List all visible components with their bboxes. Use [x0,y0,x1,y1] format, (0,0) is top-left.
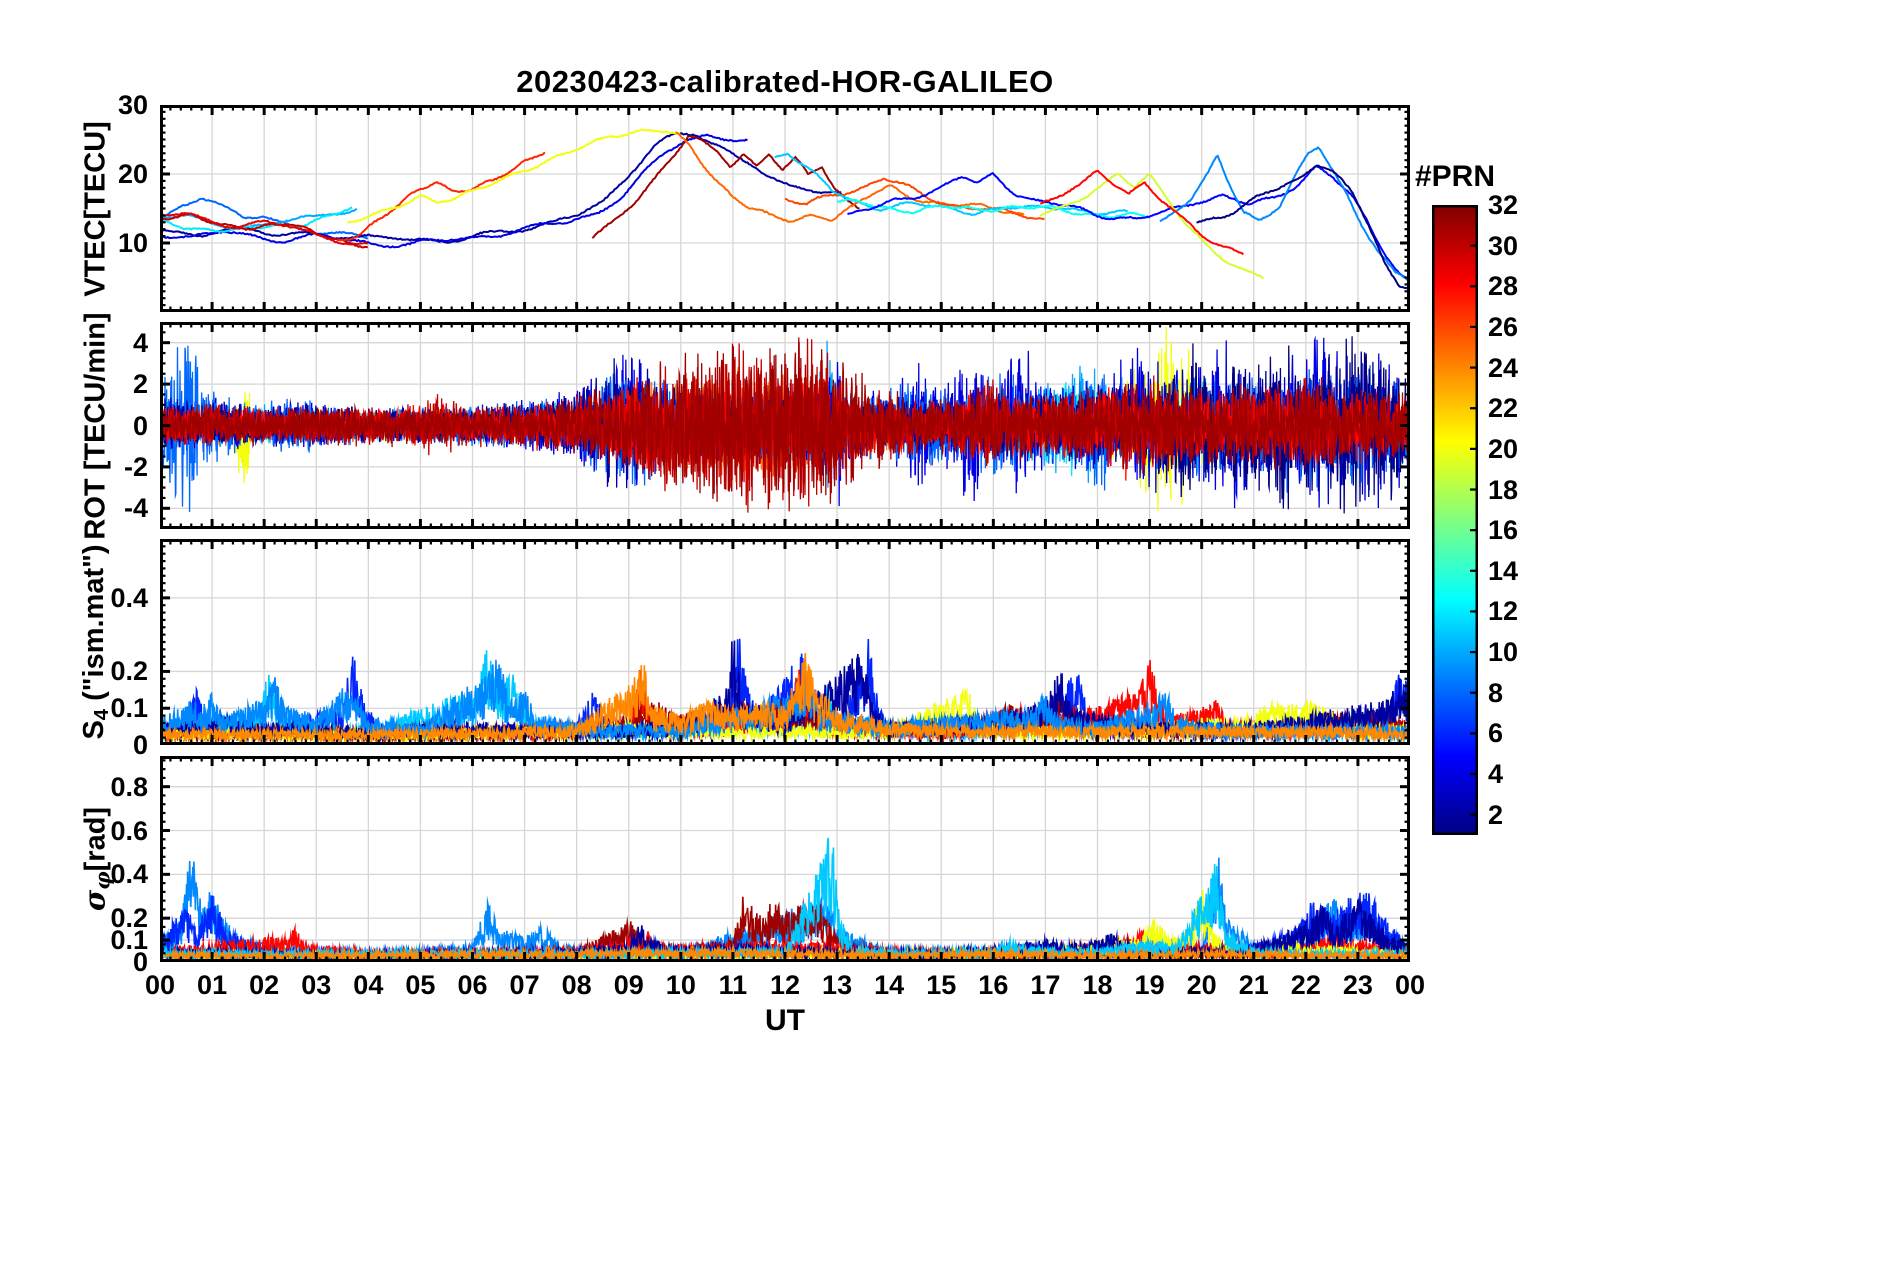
panel-rot [160,322,1410,529]
y-axis-label-part: 4 [91,708,114,721]
y-axis-label-part: σ [77,889,112,912]
y-tick-label: 30 [117,90,148,120]
y-tick-label: 0.2 [110,903,148,934]
colorbar-tick-label: 10 [1488,637,1519,668]
y-axis-label-sigma_phi: σφ[rad] [77,807,114,911]
colorbar-tick-label: 22 [1488,393,1519,424]
x-tick-label: 15 [926,970,957,1000]
x-axis-label: UT [765,1004,805,1037]
colorbar-tick-label: 4 [1488,759,1504,790]
y-tick-label: 0.6 [110,815,148,846]
colorbar-tick-label: 30 [1488,230,1519,261]
x-tick-label: 01 [197,970,228,1000]
x-tick-label: 23 [1342,970,1373,1000]
colorbar-tick-label: 24 [1488,352,1519,383]
y-tick-label: 0.4 [110,859,148,890]
y-tick-label: 2 [132,369,148,400]
x-tick-label: 04 [353,970,384,1000]
x-tick-label: 07 [509,970,540,1000]
colorbar-gradient [1432,205,1478,835]
rot-plot-canvas [160,322,1410,529]
x-tick-label: 02 [249,970,280,1000]
x-tick-label: 12 [769,970,801,1000]
y-tick-label: 0.1 [110,693,148,724]
x-tick-label: 20 [1186,970,1217,1000]
x-tick-label: 22 [1290,970,1321,1000]
panel-sigma_phi [160,756,1410,962]
colorbar-tick-label: 28 [1488,271,1519,302]
x-tick-label: 19 [1134,970,1165,1000]
colorbar-tick-label: 8 [1488,677,1504,708]
x-tick-label: 13 [822,970,853,1000]
y-tick-label: 0.8 [110,771,148,802]
y-axis-label-s4: S4 ("ism.mat") [78,544,114,739]
y-axis-label-part: ROT [TECU/min] [79,311,112,540]
y-tick-label: 0 [132,730,148,760]
x-tick-label: 00 [1394,970,1426,1000]
y-tick-label: -4 [123,493,148,524]
y-tick-label: 10 [117,228,148,258]
vtec-plot-canvas [160,105,1410,312]
y-tick-label: 0.1 [110,925,148,956]
y-axis-label-part: [rad] [79,806,112,872]
x-tick-label: 10 [665,970,696,1000]
x-tick-label: 16 [978,970,1009,1000]
chart-title: 20230423-calibrated-HOR-GALILEO [516,64,1054,99]
y-axis-label-part: ("ism.mat") [77,544,110,709]
y-tick-label: 0.2 [110,656,148,687]
y-tick-label: -2 [123,451,148,482]
x-tick-label: 21 [1238,970,1269,1000]
y-axis-label-rot: ROT [TECU/min] [80,312,113,539]
y-tick-label: 0 [132,410,148,441]
colorbar-tick-label: 32 [1488,190,1519,220]
y-tick-label: 20 [117,159,148,189]
colorbar-tick-label: 2 [1488,799,1504,830]
y-axis-label-part: φ [90,871,115,890]
panel-vtec [160,105,1410,312]
panel-s4 [160,539,1410,745]
y-axis-label-vtec: VTEC[TECU] [80,121,113,297]
x-tick-label: 03 [301,970,332,1000]
colorbar-label: #PRN [1414,160,1496,193]
colorbar-tick-label: 18 [1488,474,1519,505]
x-tick-label: 05 [405,970,436,1000]
y-axis-label-part: VTEC[TECU] [79,120,112,297]
x-tick-label: 11 [718,970,748,1000]
x-tick-label: 08 [561,970,592,1000]
colorbar-tick-label: 26 [1488,311,1519,342]
x-tick-label: 14 [874,970,905,1000]
colorbar-tick-label: 12 [1488,596,1519,627]
x-tick-label: 17 [1030,970,1061,1000]
s4-plot-canvas [160,539,1410,745]
colorbar-tick-label: 14 [1488,555,1519,586]
x-tick-label: 00 [144,970,176,1000]
colorbar-tick-label: 20 [1488,433,1519,464]
x-tick-label: 18 [1082,970,1113,1000]
y-tick-label: 4 [132,327,148,358]
x-tick-label: 06 [457,970,488,1000]
y-tick-label: 0 [132,947,148,977]
y-axis-label-part: S [77,720,110,740]
colorbar-tick-label: 6 [1488,718,1504,749]
sigma_phi-plot-canvas [160,756,1410,962]
colorbar-tick-label: 16 [1488,515,1519,546]
x-tick-label: 09 [613,970,644,1000]
y-tick-label: 0.4 [110,582,148,613]
